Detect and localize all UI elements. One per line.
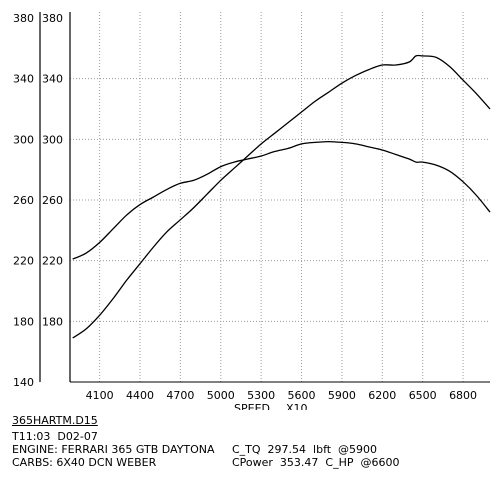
torque-curve [72, 140, 491, 260]
corrected-torque: C_TQ 297.54 lbft @5900 [232, 443, 378, 456]
y-tick-label-outer: 300 [13, 133, 34, 146]
x-axis-multiplier: X10 [286, 402, 308, 410]
file-name: 365HARTM.D15 [12, 414, 98, 427]
y-tick-label-outer: 220 [13, 255, 34, 268]
x-tick-label: 5300 [247, 389, 275, 402]
y-tick-label-inner: 260 [42, 194, 63, 207]
engine-label: ENGINE: FERRARI 365 GTB DAYTONA [12, 443, 215, 456]
time-date: T11:03 D02-07 [12, 430, 98, 443]
corrected-power: CPower 353.47 C_HP @6600 [232, 456, 400, 469]
y-tick-label-inner: 300 [42, 133, 63, 146]
power-curve [72, 54, 491, 339]
x-tick-label: 5000 [207, 389, 235, 402]
y-tick-label-inner: 220 [42, 255, 63, 268]
carbs-label: CARBS: 6X40 DCN WEBER [12, 456, 157, 469]
x-axis-title: SPEED [234, 402, 270, 410]
x-tick-label: 4700 [166, 389, 194, 402]
tick-labels: 4100 4400 4700 5000 5300 5600 5900 6200 6500 6800… [13, 12, 477, 402]
x-tick-label: 4400 [126, 389, 154, 402]
y-tick-label-inner: 380 [42, 12, 63, 25]
grid-lines [70, 12, 490, 382]
x-tick-label: 5900 [328, 389, 356, 402]
x-tick-label: 4100 [86, 389, 114, 402]
y-tick-label-outer: 180 [13, 315, 34, 328]
x-tick-label: 6800 [449, 389, 477, 402]
x-tick-label: 6200 [368, 389, 396, 402]
x-tick-label: 5600 [288, 389, 316, 402]
x-tick-label: 6500 [409, 389, 437, 402]
y-tick-label-inner: 180 [42, 315, 63, 328]
y-tick-label-outer: 380 [13, 12, 34, 25]
y-tick-label-outer: 260 [13, 194, 34, 207]
series-group [72, 54, 491, 339]
y-tick-label-inner: 340 [42, 73, 63, 86]
y-tick-label-outer: 140 [13, 376, 34, 389]
y-tick-label-outer: 340 [13, 73, 34, 86]
dyno-chart: 4100 4400 4700 5000 5300 5600 5900 6200 6500 6800… [13, 12, 491, 410]
